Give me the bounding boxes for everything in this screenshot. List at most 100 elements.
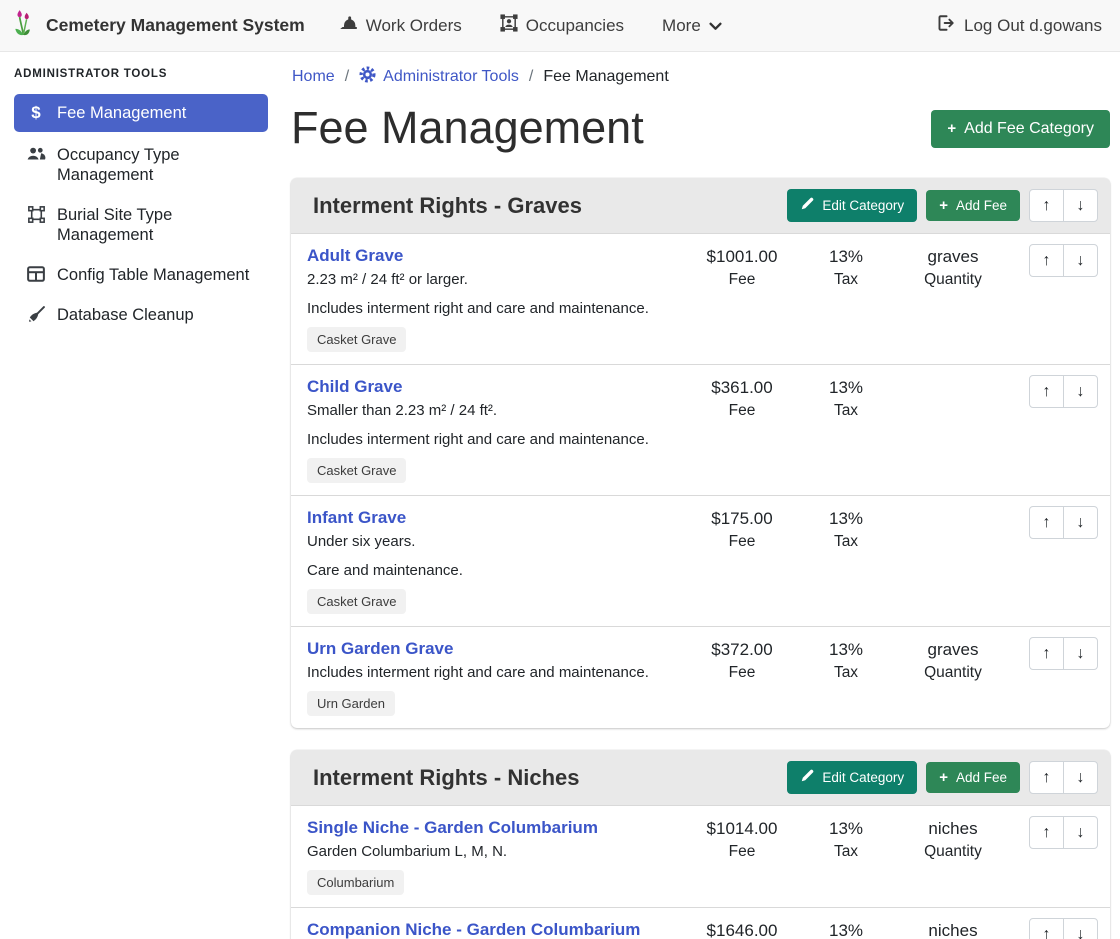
move-fee-up-button[interactable]: ↑ xyxy=(1029,506,1064,539)
hard-hat-icon xyxy=(339,15,358,37)
breadcrumb-admin-tools-link[interactable]: Administrator Tools xyxy=(359,66,519,88)
fee-amount-col: $1001.00 Fee xyxy=(706,247,778,288)
add-fee-category-button[interactable]: + Add Fee Category xyxy=(931,110,1110,148)
page-title: Fee Management xyxy=(291,102,644,153)
fee-type-badge: Casket Grave xyxy=(307,458,407,483)
fee-reorder-group: ↑ ↓ xyxy=(1029,637,1098,670)
fee-tax-col: 13% Tax xyxy=(828,247,864,288)
fee-tax-col: 13% Tax xyxy=(828,921,864,939)
fee-description: Includes interment right and care and ma… xyxy=(307,300,649,317)
logout-link[interactable]: Log Out d.gowans xyxy=(937,14,1102,37)
fee-category-card-niches: Interment Rights - Niches Edit Category … xyxy=(291,750,1110,939)
nav-work-orders[interactable]: Work Orders xyxy=(339,15,462,37)
move-fee-up-button[interactable]: ↑ xyxy=(1029,816,1064,849)
edit-category-button[interactable]: Edit Category xyxy=(787,189,918,222)
category-title: Interment Rights - Niches xyxy=(313,764,580,790)
app-brand[interactable]: Cemetery Management System xyxy=(12,9,305,42)
fee-name-link[interactable]: Child Grave xyxy=(307,377,403,396)
category-header: Interment Rights - Niches Edit Category … xyxy=(291,750,1110,805)
fee-row-infant-grave: Infant Grave Under six years. Care and m… xyxy=(291,495,1110,626)
fee-description: Smaller than 2.23 m² / 24 ft². xyxy=(307,402,498,419)
category-title: Interment Rights - Graves xyxy=(313,192,582,218)
fee-description: Garden Columbarium L, M, N. xyxy=(307,843,508,860)
users-icon xyxy=(26,146,46,161)
dollar-icon: $ xyxy=(31,103,41,122)
nav-occupancies[interactable]: Occupancies xyxy=(500,14,624,37)
fee-quantity-col: graves Quantity xyxy=(924,640,982,681)
table-icon xyxy=(26,266,46,282)
move-category-up-button[interactable]: ↑ xyxy=(1029,189,1064,222)
move-fee-down-button[interactable]: ↓ xyxy=(1063,244,1098,277)
fee-amount-col: $175.00 Fee xyxy=(711,509,773,550)
add-fee-button[interactable]: + Add Fee xyxy=(926,190,1020,221)
category-reorder-group: ↑ ↓ xyxy=(1029,189,1098,222)
move-category-down-button[interactable]: ↓ xyxy=(1063,761,1098,794)
occupancy-frame-icon xyxy=(500,14,518,37)
fee-quantity-col: niches Quantity xyxy=(924,819,982,860)
category-header: Interment Rights - Graves Edit Category … xyxy=(291,178,1110,233)
edit-category-button[interactable]: Edit Category xyxy=(787,761,918,794)
fee-tax-col: 13% Tax xyxy=(828,378,864,419)
move-fee-up-button[interactable]: ↑ xyxy=(1029,637,1064,670)
fee-type-badge: Casket Grave xyxy=(307,327,407,352)
fee-quantity-col xyxy=(894,375,1012,483)
fee-description: Includes interment right and care and ma… xyxy=(307,664,649,681)
sidebar-item-burial-site-type-management[interactable]: Burial Site Type Management xyxy=(14,198,268,252)
fee-type-badge: Urn Garden xyxy=(307,691,395,716)
fee-name-link[interactable]: Single Niche - Garden Columbarium xyxy=(307,818,598,837)
move-category-up-button[interactable]: ↑ xyxy=(1029,761,1064,794)
sidebar-item-config-table-management[interactable]: Config Table Management xyxy=(14,258,268,292)
fee-quantity-col: graves Quantity xyxy=(924,247,982,288)
fee-row-single-niche: Single Niche - Garden Columbarium Garden… xyxy=(291,805,1110,907)
top-navbar: Cemetery Management System Work Orders O… xyxy=(0,0,1120,52)
move-fee-up-button[interactable]: ↑ xyxy=(1029,244,1064,277)
fee-description: 2.23 m² / 24 ft² or larger. xyxy=(307,271,468,288)
fee-reorder-group: ↑ ↓ xyxy=(1029,918,1098,939)
fee-amount-col: $361.00 Fee xyxy=(711,378,773,419)
fee-description: Care and maintenance. xyxy=(307,562,463,579)
move-fee-down-button[interactable]: ↓ xyxy=(1063,637,1098,670)
fee-quantity-col xyxy=(894,506,1012,614)
move-fee-down-button[interactable]: ↓ xyxy=(1063,506,1098,539)
category-reorder-group: ↑ ↓ xyxy=(1029,761,1098,794)
sidebar-item-fee-management[interactable]: $ Fee Management xyxy=(14,94,268,132)
fee-name-link[interactable]: Adult Grave xyxy=(307,246,404,265)
move-category-down-button[interactable]: ↓ xyxy=(1063,189,1098,222)
plus-icon: + xyxy=(939,196,948,214)
fee-row-companion-niche: Companion Niche - Garden Columbarium Gar… xyxy=(291,907,1110,939)
move-fee-up-button[interactable]: ↑ xyxy=(1029,918,1064,939)
sidebar-item-occupancy-type-management[interactable]: Occupancy Type Management xyxy=(14,138,268,192)
fee-reorder-group: ↑ ↓ xyxy=(1029,375,1098,408)
fee-type-badge: Casket Grave xyxy=(307,589,407,614)
main-content: Home / Administrator Tools / Fee Managem… xyxy=(280,52,1120,939)
tulip-logo-icon xyxy=(12,9,38,42)
fee-name-link[interactable]: Urn Garden Grave xyxy=(307,639,454,658)
logout-icon xyxy=(937,14,955,37)
fee-row-urn-garden-grave: Urn Garden Grave Includes interment righ… xyxy=(291,626,1110,728)
fee-reorder-group: ↑ ↓ xyxy=(1029,244,1098,277)
fee-name-link[interactable]: Companion Niche - Garden Columbarium xyxy=(307,920,641,939)
breadcrumb: Home / Administrator Tools / Fee Managem… xyxy=(292,66,1110,88)
sidebar-item-database-cleanup[interactable]: Database Cleanup xyxy=(14,298,268,332)
add-fee-button[interactable]: + Add Fee xyxy=(926,762,1020,793)
move-fee-down-button[interactable]: ↓ xyxy=(1063,375,1098,408)
nav-more[interactable]: More xyxy=(662,16,722,36)
fee-quantity-col: niches Quantity xyxy=(928,921,978,939)
fee-tax-col: 13% Tax xyxy=(828,819,864,860)
fee-type-badge: Columbarium xyxy=(307,870,405,895)
fee-reorder-group: ↑ ↓ xyxy=(1029,506,1098,539)
fee-description: Under six years. xyxy=(307,533,416,550)
fee-amount-col: $1646.00 Fee xyxy=(706,921,778,939)
move-fee-down-button[interactable]: ↓ xyxy=(1063,816,1098,849)
fee-name-link[interactable]: Infant Grave xyxy=(307,508,407,527)
fee-row-child-grave: Child Grave Smaller than 2.23 m² / 24 ft… xyxy=(291,364,1110,495)
fee-amount-col: $372.00 Fee xyxy=(711,640,773,681)
plus-icon: + xyxy=(939,768,948,786)
move-fee-down-button[interactable]: ↓ xyxy=(1063,918,1098,939)
vector-square-icon xyxy=(26,206,46,223)
sidebar-heading: ADMINISTRATOR TOOLS xyxy=(14,68,168,80)
breadcrumb-home-link[interactable]: Home xyxy=(292,68,335,85)
pencil-icon xyxy=(800,197,814,214)
fee-description: Includes interment right and care and ma… xyxy=(307,431,649,448)
move-fee-up-button[interactable]: ↑ xyxy=(1029,375,1064,408)
